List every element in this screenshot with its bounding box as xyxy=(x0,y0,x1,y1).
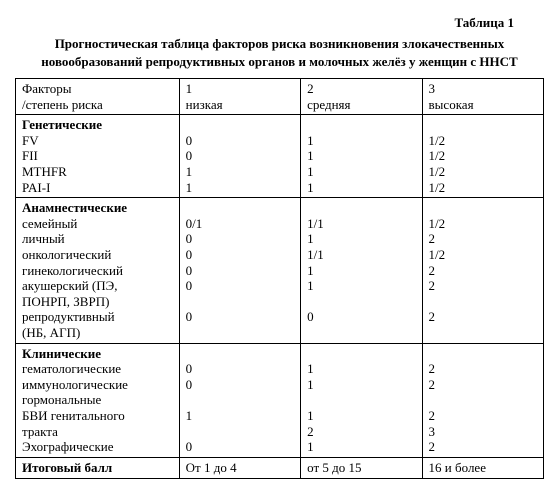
total-row: Итоговый балл От 1 до 4 от 5 до 15 16 и … xyxy=(16,457,544,478)
header-high: 3 высокая xyxy=(422,79,543,115)
clinical-medium: 1 1 1 2 1 xyxy=(301,343,422,457)
header-low: 1 низкая xyxy=(179,79,300,115)
total-high: 16 и более xyxy=(422,457,543,478)
total-label: Итоговый балл xyxy=(16,457,180,478)
clinical-low: 0 0 1 0 xyxy=(179,343,300,457)
anamnestic-labels: Анамнестические семейный личный онкологи… xyxy=(16,198,180,343)
section-genetic: Генетические FV FII MTHFR PAI-I 0 0 1 1 … xyxy=(16,115,544,198)
section-clinical: Клинические гематологические иммунологич… xyxy=(16,343,544,457)
section-anamnestic: Анамнестические семейный личный онкологи… xyxy=(16,198,544,343)
header-medium: 2 средняя xyxy=(301,79,422,115)
total-low: От 1 до 4 xyxy=(179,457,300,478)
table-title: Прогностическая таблица факторов риска в… xyxy=(15,35,544,70)
header-factors: Факторы /степень риска xyxy=(16,79,180,115)
title-line-2: новообразований репродуктивных органов и… xyxy=(41,54,517,69)
table-header-row: Факторы /степень риска 1 низкая 2 средня… xyxy=(16,79,544,115)
genetic-low: 0 0 1 1 xyxy=(179,115,300,198)
clinical-high: 2 2 2 3 2 xyxy=(422,343,543,457)
genetic-medium: 1 1 1 1 xyxy=(301,115,422,198)
anamnestic-low: 0/1 0 0 0 0 0 xyxy=(179,198,300,343)
anamnestic-high: 1/2 2 1/2 2 2 2 xyxy=(422,198,543,343)
genetic-high: 1/2 1/2 1/2 1/2 xyxy=(422,115,543,198)
title-line-1: Прогностическая таблица факторов риска в… xyxy=(55,36,505,51)
total-medium: от 5 до 15 xyxy=(301,457,422,478)
risk-factors-table: Факторы /степень риска 1 низкая 2 средня… xyxy=(15,78,544,479)
anamnestic-medium: 1/1 1 1/1 1 1 0 xyxy=(301,198,422,343)
clinical-labels: Клинические гематологические иммунологич… xyxy=(16,343,180,457)
table-number: Таблица 1 xyxy=(15,15,544,31)
genetic-labels: Генетические FV FII MTHFR PAI-I xyxy=(16,115,180,198)
